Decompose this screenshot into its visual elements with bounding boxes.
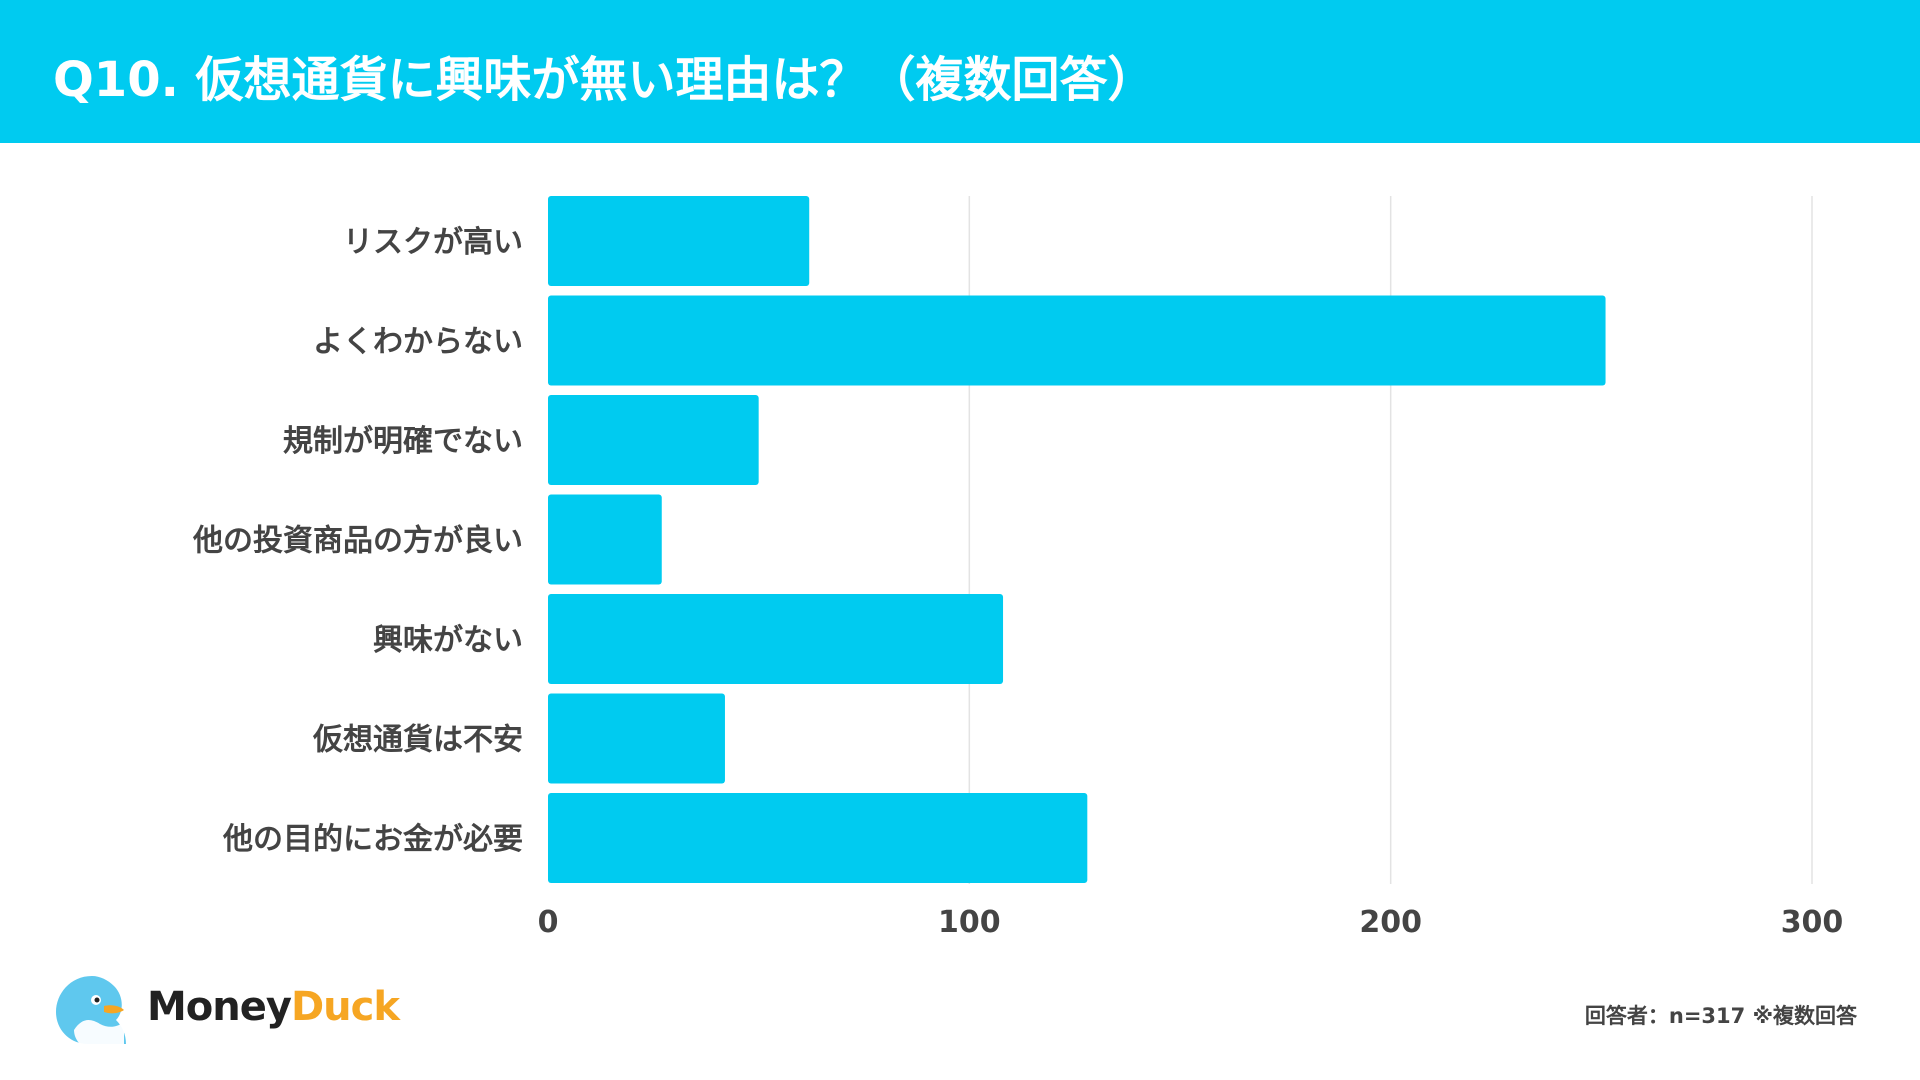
x-tick-label: 0	[538, 905, 559, 940]
category-label: リスクが高い	[343, 225, 523, 260]
bar-6	[548, 793, 1088, 883]
bars	[548, 196, 1606, 883]
category-label: 規制が明確でない	[283, 424, 523, 459]
x-tick-label: 300	[1781, 905, 1844, 940]
x-tick-label: 100	[938, 905, 1001, 940]
money-duck-logo: MoneyDuck	[52, 972, 412, 1062]
header-bar: Q10. 仮想通貨に興味が無い理由は？（複数回答）	[0, 0, 1920, 143]
x-axis-ticks: 0 100 200 300	[538, 905, 1844, 940]
bar-3	[548, 494, 662, 585]
category-label: 興味がない	[373, 623, 523, 658]
duck-logo-icon	[56, 976, 126, 1044]
respondent-note: 回答者：n=317 ※複数回答	[1584, 1004, 1857, 1028]
category-label: 他の目的にお金が必要	[222, 822, 523, 857]
logo-money-text: Money	[147, 984, 292, 1030]
bar-4	[548, 594, 1004, 684]
bar-2	[548, 395, 759, 485]
bar-5	[548, 693, 725, 784]
bar-1	[548, 295, 1606, 386]
bar-0	[548, 196, 810, 286]
category-label: よくわからない	[313, 325, 523, 360]
page-title: Q10. 仮想通貨に興味が無い理由は？（複数回答）	[53, 52, 1156, 108]
logo-duck-text: Duck	[290, 984, 400, 1030]
category-label: 他の投資商品の方が良い	[192, 524, 523, 559]
x-tick-label: 200	[1359, 905, 1422, 940]
logo-wordmark: MoneyDuck	[147, 984, 400, 1030]
category-label: 仮想通貨は不安	[312, 723, 523, 758]
category-labels: リスクが高いよくわからない規制が明確でない他の投資商品の方が良い興味がない仮想通…	[192, 225, 523, 857]
